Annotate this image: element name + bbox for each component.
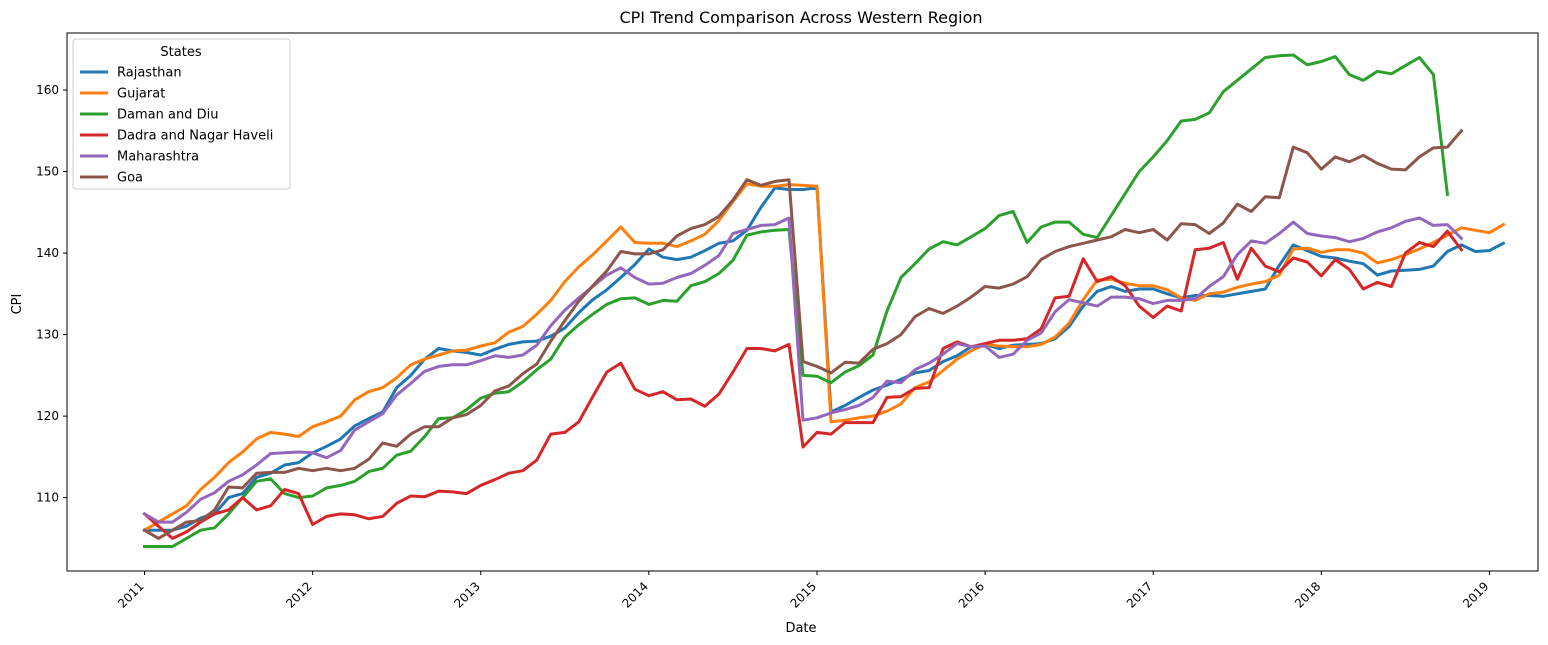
x-tick-label-0: 2011 xyxy=(115,579,146,610)
y-tick-label-4: 150 xyxy=(36,165,59,179)
legend-label-5: Goa xyxy=(117,171,143,186)
series-line-1 xyxy=(142,182,1506,533)
legend: States Rajasthan Gujarat Daman and Diu Dadr… xyxy=(72,38,291,190)
x-tick-label-7: 2018 xyxy=(1292,579,1323,610)
y-tick-label-1: 120 xyxy=(36,409,59,423)
y-tick-label-3: 140 xyxy=(36,246,59,260)
series-line-3 xyxy=(142,229,1464,540)
legend-label-0: Rajasthan xyxy=(117,66,182,81)
legend-entries: Rajasthan Gujarat Daman and Diu Dadra and N… xyxy=(80,66,273,186)
x-tick-label-3: 2014 xyxy=(619,579,650,610)
y-axis-label: CPI xyxy=(10,294,25,315)
x-tick-label-8: 2019 xyxy=(1460,579,1491,610)
legend-label-2: Daman and Diu xyxy=(117,108,218,123)
legend-label-3: Dadra and Nagar Haveli xyxy=(117,129,273,144)
legend-label-1: Gujarat xyxy=(117,87,165,102)
legend-frame xyxy=(72,38,291,190)
y-tick-label-5: 160 xyxy=(36,83,59,97)
x-tick-label-5: 2016 xyxy=(956,579,987,610)
series-line-4 xyxy=(142,216,1464,524)
legend-title: States xyxy=(160,45,201,60)
series-line-5 xyxy=(142,128,1464,540)
y-tick-label-2: 130 xyxy=(36,328,59,342)
x-tick-label-2: 2013 xyxy=(451,579,482,610)
x-tick-label-1: 2012 xyxy=(283,579,314,610)
x-tick-label-6: 2017 xyxy=(1124,579,1155,610)
x-axis-label: Date xyxy=(785,621,816,636)
y-tick-label-0: 110 xyxy=(36,491,59,505)
chart-title: CPI Trend Comparison Across Western Regi… xyxy=(619,8,982,27)
legend-label-4: Maharashtra xyxy=(117,150,199,165)
x-tick-label-4: 2015 xyxy=(788,579,819,610)
series-line-0 xyxy=(143,186,1506,532)
plot-lines xyxy=(142,53,1506,548)
plot-frame xyxy=(66,32,1539,572)
